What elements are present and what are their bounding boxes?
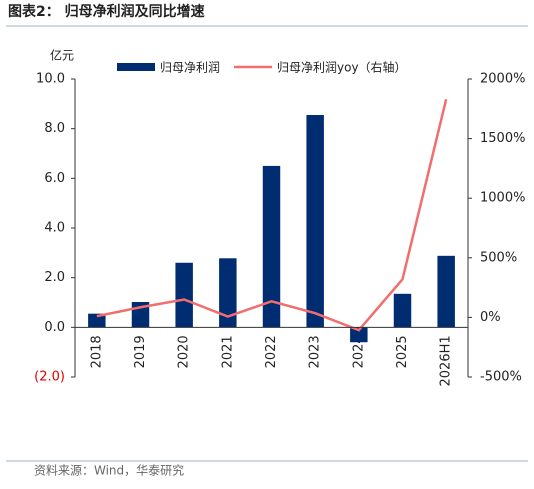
y-tick-label: 0.0 [44,320,65,335]
bar [175,262,193,328]
legend-swatch [117,63,155,71]
bar [262,165,281,328]
bar [88,313,106,328]
legend-label: 归母净利润 [160,61,220,75]
x-tick-label: 2021 [220,335,235,368]
y2-tick-label: 1500% [480,131,525,146]
legend-label: 归母净利润yoy（右轴） [277,60,407,75]
y2-tick-label: 2000% [480,72,525,87]
y2-tick-label: 1000% [480,191,525,206]
y-tick-label: (2.0) [34,370,65,385]
line [96,98,448,332]
bar [350,327,368,343]
source: 资料来源：Wind，华泰研究 [34,463,184,478]
y2-tick-label: 500% [480,250,517,265]
x-tick-label: 2025 [395,335,410,368]
x-tick-label: 2026H1 [439,335,454,386]
y2-tick-label: -500% [480,370,522,385]
y-tick-label: 2.0 [44,270,65,285]
bar [393,293,412,328]
y-axis-label: 亿元 [50,48,74,63]
x-tick-label: 2019 [133,335,148,368]
chart-title: 图表2： 归母净利润及同比增速 [8,3,205,20]
y-tick-label: 4.0 [44,221,65,236]
x-tick-label: 2018 [89,335,104,368]
y-tick-label: 8.0 [44,121,65,136]
bar [306,115,324,328]
y2-tick-label: 0% [480,310,501,325]
bar [437,255,455,328]
x-tick-label: 2023 [308,335,323,368]
y-tick-label: 6.0 [44,171,65,186]
y-tick-label: 10.0 [36,72,65,87]
bar [219,258,237,328]
x-tick-label: 2020 [177,335,192,368]
x-tick-label: 2024 [351,335,366,368]
x-tick-label: 2022 [264,335,279,368]
